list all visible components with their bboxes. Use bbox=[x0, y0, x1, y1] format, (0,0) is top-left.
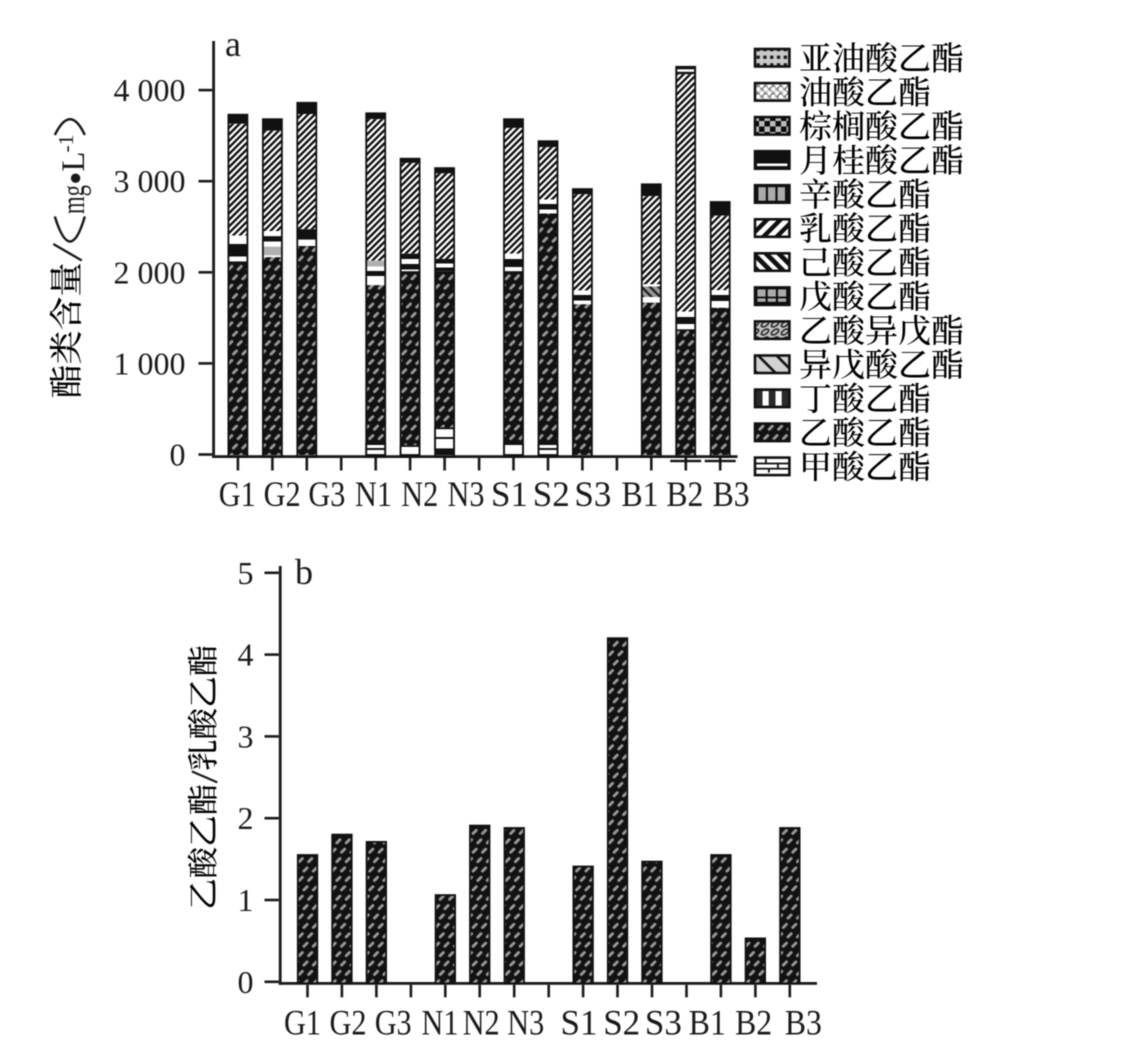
svg-text:2 000: 2 000 bbox=[114, 254, 186, 290]
svg-text:G2: G2 bbox=[264, 474, 301, 514]
svg-text:-1: -1 bbox=[54, 135, 78, 153]
svg-text:S3: S3 bbox=[574, 474, 611, 514]
svg-text:S2: S2 bbox=[533, 474, 570, 514]
svg-text:1: 1 bbox=[238, 882, 254, 918]
svg-text:N1: N1 bbox=[355, 474, 392, 514]
svg-text:N2: N2 bbox=[401, 474, 438, 514]
svg-text:3: 3 bbox=[238, 718, 254, 754]
svg-text:S1: S1 bbox=[491, 474, 528, 514]
svg-text:G3: G3 bbox=[308, 474, 345, 514]
svg-text:L: L bbox=[56, 151, 92, 171]
svg-text:S3: S3 bbox=[645, 1003, 682, 1043]
svg-text:5: 5 bbox=[238, 555, 254, 591]
svg-text:mg: mg bbox=[56, 185, 92, 214]
svg-text:B3: B3 bbox=[713, 474, 750, 514]
svg-text:N2: N2 bbox=[463, 1003, 500, 1043]
svg-text:4 000: 4 000 bbox=[114, 72, 186, 108]
svg-text:3 000: 3 000 bbox=[114, 163, 186, 199]
svg-text:G1: G1 bbox=[284, 1003, 321, 1043]
svg-text:B3: B3 bbox=[785, 1003, 822, 1043]
svg-text:N3: N3 bbox=[507, 1003, 544, 1043]
svg-text:N3: N3 bbox=[448, 474, 485, 514]
svg-text:B1: B1 bbox=[689, 1003, 726, 1043]
svg-text:S2: S2 bbox=[603, 1003, 640, 1043]
svg-text:a: a bbox=[225, 24, 241, 64]
svg-text:0: 0 bbox=[238, 964, 254, 1000]
svg-text:N1: N1 bbox=[422, 1003, 459, 1043]
svg-text:G1: G1 bbox=[219, 474, 256, 514]
svg-text:B2: B2 bbox=[666, 474, 703, 514]
svg-text:S1: S1 bbox=[561, 1003, 598, 1043]
svg-text:0: 0 bbox=[170, 437, 186, 473]
svg-text:4: 4 bbox=[238, 637, 254, 673]
svg-text:2: 2 bbox=[238, 800, 254, 836]
svg-text:b: b bbox=[295, 552, 313, 592]
svg-text:B1: B1 bbox=[622, 474, 659, 514]
svg-text:B2: B2 bbox=[735, 1003, 772, 1043]
svg-text:G3: G3 bbox=[375, 1003, 412, 1043]
svg-text:G2: G2 bbox=[330, 1003, 367, 1043]
svg-text:1 000: 1 000 bbox=[114, 345, 186, 381]
